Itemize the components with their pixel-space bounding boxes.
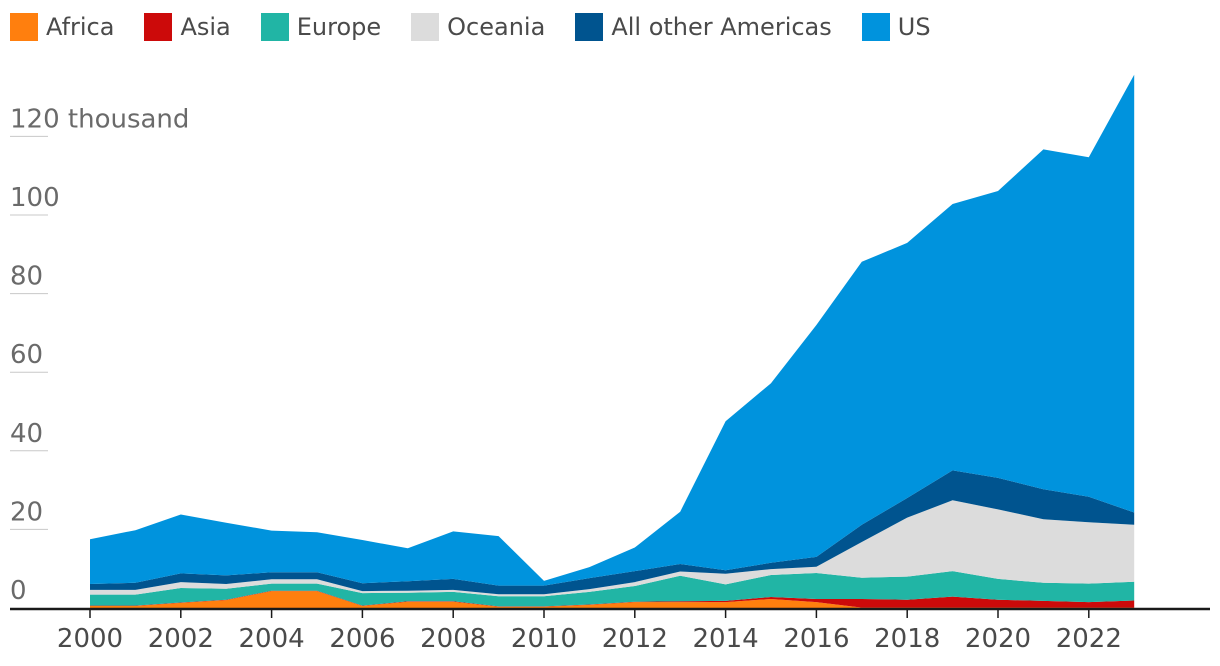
x-tick-label: 2000	[57, 624, 123, 654]
area-asia	[90, 590, 1135, 608]
y-tick-label: 0	[10, 576, 27, 606]
legend-swatch	[575, 13, 604, 41]
y-tick-label: 100	[10, 183, 60, 213]
legend-item-asia: Asia	[144, 13, 231, 41]
legend-item-africa: Africa	[10, 13, 114, 41]
legend-swatch	[260, 13, 289, 41]
x-tick-label: 2010	[511, 624, 577, 654]
stacked-areas	[90, 74, 1135, 608]
legend-swatch	[411, 13, 440, 41]
x-tick-label: 2022	[1056, 624, 1122, 654]
y-tick-label: 80	[10, 262, 43, 292]
legend-swatch	[144, 13, 173, 41]
area-us	[90, 74, 1135, 586]
x-axis	[10, 607, 1210, 618]
y-tick-label: 20	[10, 497, 43, 527]
legend-item-europe: Europe	[260, 13, 382, 41]
legend-label: Europe	[296, 13, 382, 41]
y-tick-label: 120 thousand	[10, 104, 189, 134]
legend-item-all-other-americas: All other Americas	[575, 13, 832, 41]
legend-label: Oceania	[447, 13, 546, 41]
x-tick-label: 2004	[239, 624, 305, 654]
gridlines	[10, 135, 48, 530]
x-tick-label: 2012	[602, 624, 668, 654]
x-tick-labels: 2000 2002 2004 2006 2008 2010 2012 2014 2016 2018…	[57, 624, 1122, 654]
y-tick-label: 40	[10, 419, 43, 449]
legend-item-oceania: Oceania	[411, 13, 545, 41]
x-tick-label: 2018	[874, 624, 940, 654]
legend-label: All other Americas	[611, 13, 832, 41]
y-tick-labels: 0 20 40 60 80 100 120 thousand	[10, 104, 189, 606]
legend-item-us: US	[861, 13, 931, 41]
area-oceania	[90, 500, 1135, 597]
x-tick-label: 2014	[693, 624, 759, 654]
legend: Africa Asia Europe Oceania All other America…	[10, 10, 961, 44]
legend-swatch	[861, 13, 890, 41]
y-tick-label: 60	[10, 340, 43, 370]
legend-swatch	[10, 13, 38, 41]
x-tick-label: 2008	[420, 624, 486, 654]
x-tick-label: 2020	[965, 624, 1031, 654]
legend-label: Asia	[180, 13, 231, 41]
legend-label: Africa	[46, 13, 115, 41]
x-tick-label: 2016	[783, 624, 849, 654]
x-tick-label: 2006	[329, 624, 395, 654]
area-all-other-americas	[90, 470, 1135, 595]
x-tick-label: 2002	[148, 624, 214, 654]
area-africa	[90, 591, 1135, 608]
area-europe	[90, 571, 1135, 607]
legend-label: US	[897, 13, 931, 41]
